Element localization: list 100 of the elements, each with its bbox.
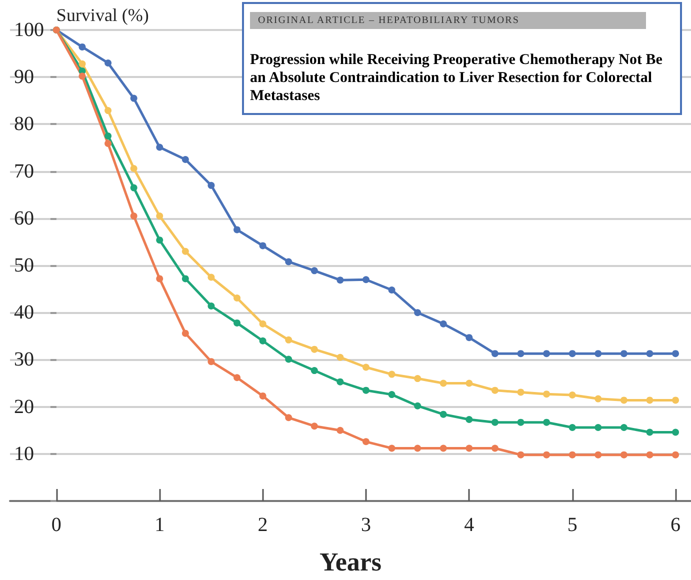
point [182, 330, 189, 337]
point [234, 374, 240, 382]
article-card: ORIGINAL ARTICLE – HEPATOBILIARY TUMORS Progression while Receiving Preoperative Chemotherapy Not Be an Absolute Contraindication to Liver Resection for Colorectal Metastases [242, 2, 682, 115]
point [466, 380, 473, 387]
y-tick-label: 90 [14, 66, 34, 88]
point [208, 302, 215, 310]
point [259, 392, 266, 400]
point [466, 416, 473, 424]
point [310, 346, 318, 353]
point [208, 358, 215, 366]
x-tick-label: 3 [360, 514, 371, 536]
point [362, 276, 370, 284]
point [182, 275, 189, 282]
point [182, 248, 189, 255]
point [234, 294, 240, 302]
point [543, 451, 550, 458]
point [440, 320, 447, 328]
point [285, 356, 292, 363]
point [285, 336, 292, 344]
point [646, 451, 654, 458]
y-tick-label: 100 [14, 19, 44, 41]
y-axis-title: Survival (%) [56, 5, 149, 25]
point [78, 72, 86, 80]
point [568, 424, 576, 432]
point [466, 334, 473, 342]
point [646, 428, 654, 436]
point [466, 444, 473, 452]
annotation: Progression while Receiving Preoperative Chemotherapy Not Be an Absolute Contraindication to Liver Resection for Colorectal Metastases [250, 51, 664, 105]
point [620, 451, 628, 458]
point [517, 451, 524, 458]
point [388, 444, 396, 452]
point [414, 309, 422, 316]
point [336, 354, 344, 361]
point [620, 396, 628, 404]
y-tick-label: 60 [14, 207, 34, 230]
point [130, 184, 138, 192]
point [259, 320, 266, 328]
point [672, 451, 680, 458]
point [362, 364, 370, 371]
point [440, 410, 447, 418]
point [208, 274, 215, 281]
y-tick-label: 50 [14, 254, 34, 276]
x-tick-label: 2 [258, 514, 268, 536]
point [104, 140, 112, 148]
point [285, 414, 292, 422]
point [517, 418, 524, 426]
x-tick-label: 6 [670, 514, 681, 536]
point [568, 392, 576, 399]
x-tick-label: 4 [464, 514, 474, 536]
y-tick-label: 20 [14, 396, 34, 418]
point [646, 396, 654, 404]
point [414, 402, 422, 410]
x-tick-label: 5 [567, 514, 578, 536]
point [440, 444, 447, 452]
point [491, 386, 498, 394]
x-axis-title: Years [319, 548, 382, 576]
y-tick-label: 70 [14, 160, 34, 182]
point [104, 132, 112, 140]
point [388, 370, 396, 378]
point [259, 242, 266, 250]
point [156, 236, 164, 244]
point [104, 59, 112, 66]
point [594, 451, 602, 458]
point [310, 267, 318, 274]
y-tick-label: 10 [14, 442, 34, 465]
point [672, 350, 680, 358]
y-tick-label: 40 [14, 302, 34, 324]
x-tick-label: 1 [154, 514, 165, 536]
point [259, 337, 266, 344]
point [491, 418, 498, 426]
point [414, 375, 422, 382]
x-tick-label: 0 [51, 514, 62, 536]
point [543, 350, 550, 358]
point [78, 43, 86, 50]
point [336, 276, 344, 284]
point [336, 378, 344, 386]
point [156, 212, 164, 220]
point [594, 395, 602, 402]
point [182, 156, 189, 164]
point [440, 380, 447, 387]
point [491, 350, 498, 358]
point [620, 350, 628, 358]
point [78, 60, 86, 68]
point [310, 367, 318, 374]
point [594, 350, 602, 358]
point [156, 275, 164, 282]
point [388, 286, 396, 294]
point [672, 428, 680, 436]
point [543, 390, 550, 398]
point [388, 391, 396, 398]
point [362, 438, 370, 446]
y-tick-label: 80 [14, 113, 34, 136]
point [543, 418, 550, 426]
point [285, 258, 292, 266]
point [104, 107, 112, 114]
point [130, 212, 138, 220]
point [130, 94, 138, 102]
point [234, 319, 240, 326]
y-tick-label: 30 [14, 348, 34, 371]
point [620, 424, 628, 432]
